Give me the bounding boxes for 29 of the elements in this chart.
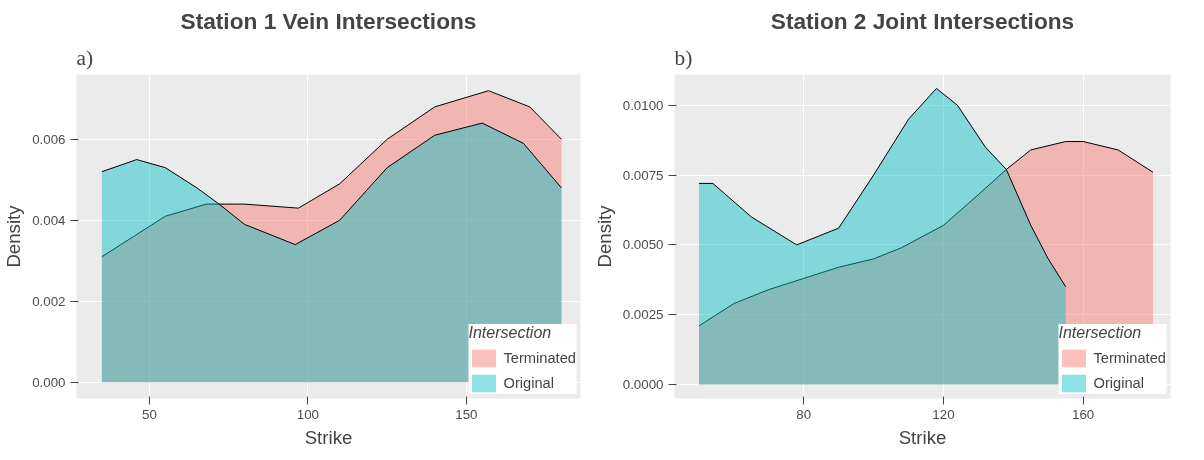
x-axis-title: Strike (898, 426, 947, 448)
text: a) (76, 45, 94, 70)
x-axis-title: Strike (304, 426, 353, 448)
y-tick-label: 0.0075 (622, 167, 664, 183)
legend-title: Intersection (1058, 324, 1143, 342)
x-tick-label: 160 (1072, 406, 1095, 422)
x-tick-label: 100 (296, 406, 320, 422)
y-tick-label: 0.0100 (622, 97, 664, 113)
text: b) (674, 45, 693, 70)
y-tick-label: 0.004 (32, 212, 67, 228)
x-tick-label: 80 (796, 406, 812, 422)
chart-title: Station 1 Vein Intersections (180, 7, 477, 34)
legend-label: Terminated (1093, 350, 1166, 366)
legend-label: Terminated (503, 350, 576, 366)
y-tick-label: 0.002 (32, 293, 66, 309)
y-tick-label: 0.000 (32, 374, 66, 390)
y-axis-title: Density (3, 204, 25, 268)
x-tick-label: 120 (932, 406, 955, 422)
chart-title: Station 2 Joint Intersections (770, 7, 1075, 34)
y-axis-title: Density (593, 204, 615, 268)
x-tick-label: 50 (141, 406, 157, 422)
x-tick-label: 150 (455, 406, 478, 422)
y-tick-label: 0.0000 (622, 377, 664, 393)
legend-title: Intersection (468, 324, 553, 342)
y-tick-label: 0.0050 (622, 237, 664, 253)
legend-label: Original (1093, 375, 1144, 391)
y-tick-label: 0.0025 (622, 307, 664, 323)
legend-label: Original (503, 375, 554, 391)
y-tick-label: 0.006 (32, 131, 66, 147)
